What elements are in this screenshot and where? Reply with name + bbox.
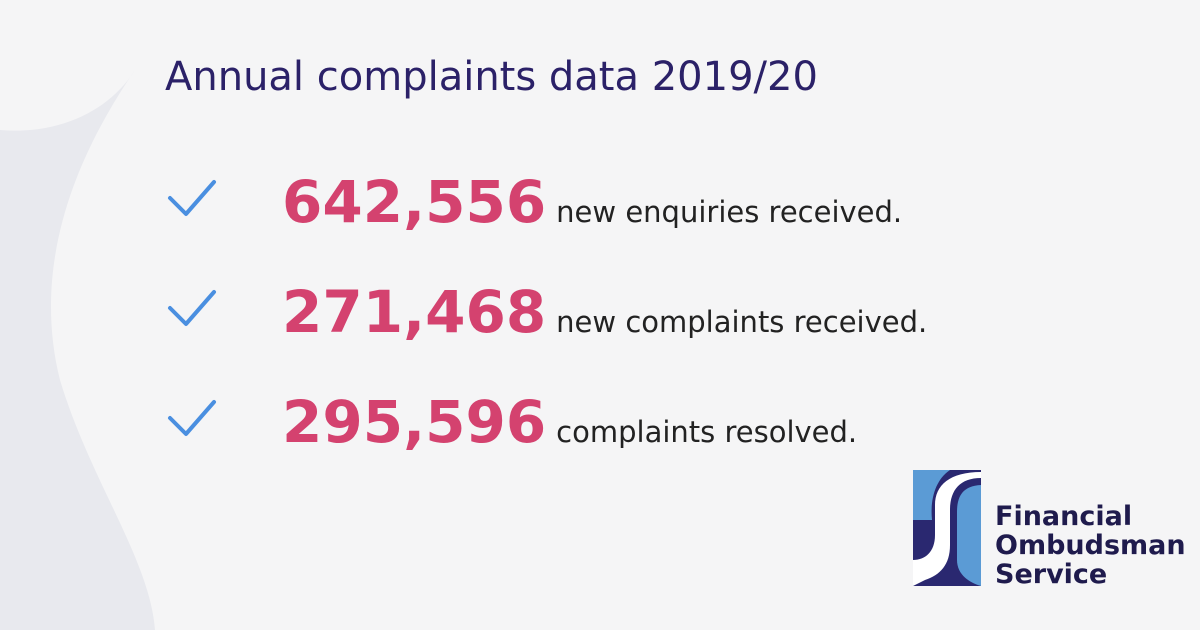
background-shape [0, 70, 155, 630]
logo-shape [913, 470, 950, 520]
checkmark [168, 290, 216, 326]
logo: Financial Ombudsman Service [913, 470, 1186, 590]
logo-text: Financial [995, 501, 1132, 532]
logo-shape [913, 472, 981, 586]
stat-number: 642,556 [282, 168, 546, 236]
logo-text: Ombudsman [995, 530, 1186, 561]
logo-text: Service [995, 559, 1107, 590]
items: 642,556 new enquiries received. 271,468 new… [168, 168, 927, 456]
stat-text: new complaints received. [556, 305, 927, 339]
stat-number: 271,468 [282, 278, 546, 346]
stat-text: new enquiries received. [556, 195, 902, 229]
checkmark [168, 400, 216, 436]
logo-shape [957, 485, 981, 586]
stat-number: 295,596 [282, 388, 546, 456]
title: Annual complaints data 2019/20 [165, 54, 818, 100]
checkmark [168, 180, 216, 216]
stat-text: complaints resolved. [556, 415, 857, 449]
